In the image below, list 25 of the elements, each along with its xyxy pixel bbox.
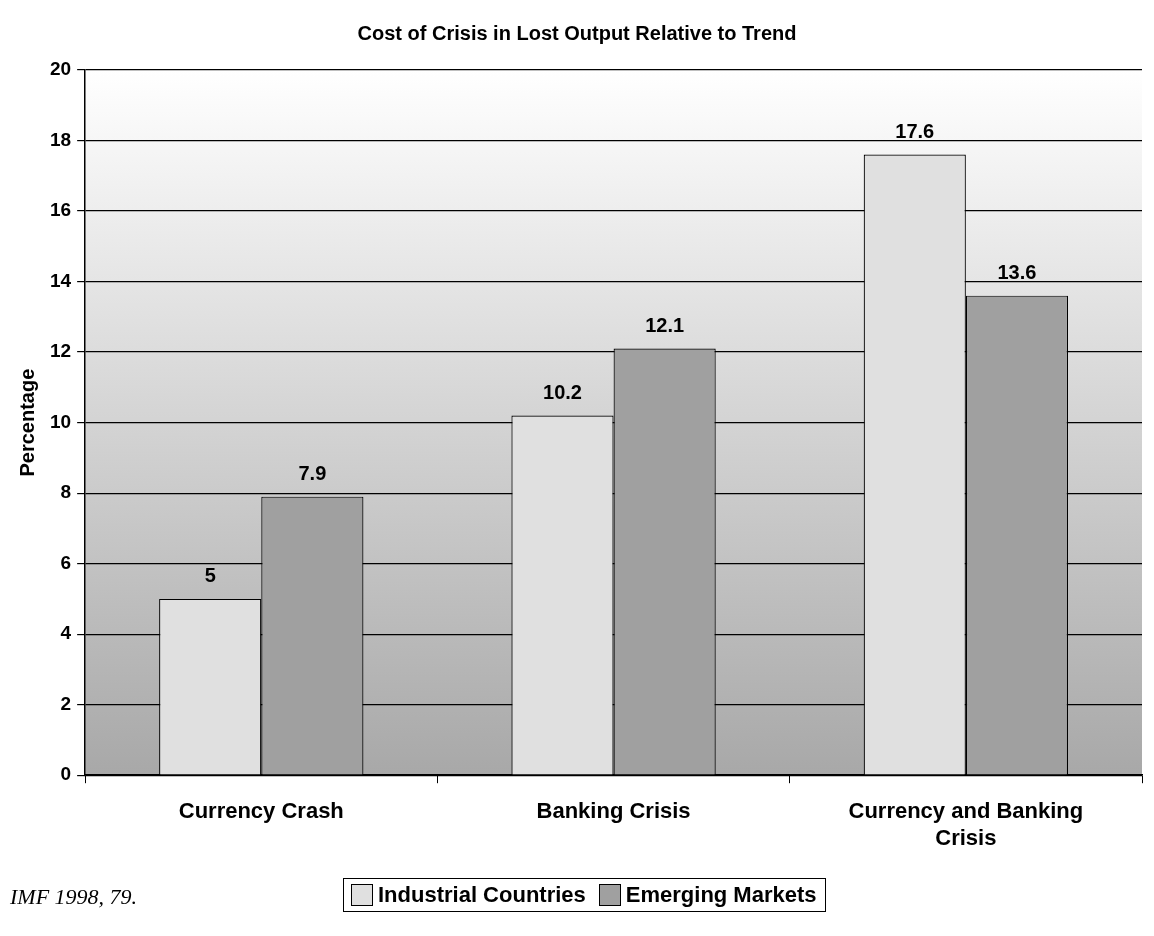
data-label: 12.1: [645, 314, 685, 337]
y-tick-label: 12: [49, 340, 72, 362]
text: IMF 1998, 79.: [10, 884, 138, 910]
data-label: 7.9: [298, 462, 327, 485]
y-tick-label: 6: [60, 551, 72, 573]
y-axis-title: Percentage: [15, 368, 38, 477]
y-tick-label: 18: [49, 128, 72, 150]
chart-title: Cost of Crisis in Lost Output Relative to Trend: [357, 21, 797, 44]
y-tick-label: 0: [60, 763, 72, 785]
x-tick-label: Banking Crisis: [536, 798, 691, 824]
y-tick-label: 4: [60, 622, 72, 644]
data-label: 17.6: [895, 120, 935, 143]
y-tick-label: 10: [49, 410, 72, 432]
y-tick-label: 14: [49, 269, 72, 291]
x-tick-label: Currency and Banking Crisis: [848, 798, 1084, 850]
x-tick-label: Currency Crash: [178, 798, 344, 824]
legend-label: Emerging Markets: [625, 882, 817, 908]
data-label: 13.6: [997, 261, 1037, 284]
y-tick-label: 8: [60, 481, 72, 503]
y-tick-label: 16: [49, 199, 72, 221]
y-tick-label: 2: [60, 692, 72, 714]
y-tick-label: 20: [49, 58, 72, 80]
data-label: 10.2: [543, 381, 582, 404]
data-label: 5: [204, 564, 216, 587]
legend-label: Industrial Countries: [378, 882, 586, 908]
